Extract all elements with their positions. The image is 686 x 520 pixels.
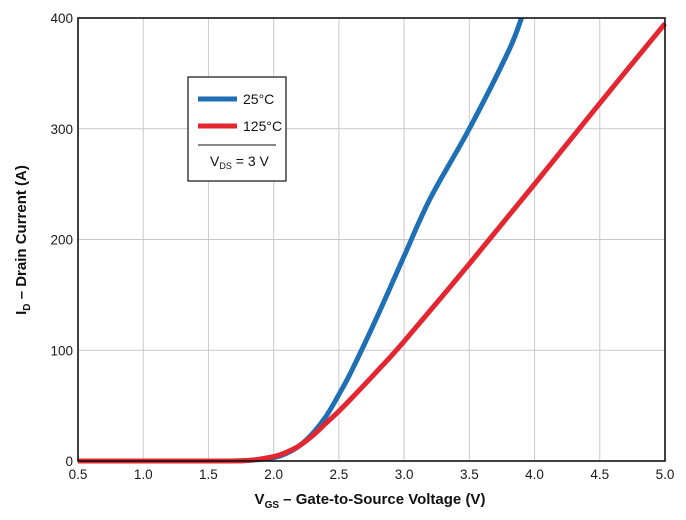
- x-tick-label: 0.5: [69, 467, 88, 482]
- legend-condition-sub: DS: [219, 161, 232, 171]
- legend: 25°C 125°C VDS = 3 V: [187, 76, 287, 182]
- legend-box: [187, 76, 287, 182]
- x-tick-label: 2.5: [329, 467, 348, 482]
- legend-condition-rest: = 3 V: [232, 153, 270, 169]
- x-tick-label: 1.5: [199, 467, 218, 482]
- x-tick-label: 3.5: [460, 467, 479, 482]
- x-tick-label: 2.0: [264, 467, 283, 482]
- legend-condition: VDS = 3 V: [210, 153, 269, 171]
- y-tick-label: 200: [50, 233, 73, 248]
- y-tick-label: 300: [50, 122, 73, 137]
- legend-label-25c: 25°C: [243, 91, 274, 107]
- legend-condition-main: V: [210, 153, 220, 169]
- y-tick-label: 0: [65, 454, 73, 469]
- x-axis-label-main: V: [255, 491, 265, 508]
- y-tick-label: 100: [50, 343, 73, 358]
- y-tick-label: 400: [50, 11, 73, 26]
- x-tick-labels: 0.5 1.0 1.5 2.0 2.5 3.0 3.5 4.0 4.5 5.0: [69, 467, 675, 482]
- y-axis-label: ID – Drain Current (A): [13, 165, 33, 315]
- x-tick-label: 4.0: [525, 467, 544, 482]
- x-tick-label: 1.0: [134, 467, 153, 482]
- legend-label-125c: 125°C: [243, 118, 282, 134]
- x-tick-label: 3.0: [395, 467, 414, 482]
- x-axis-label-rest: – Gate-to-Source Voltage (V): [279, 491, 485, 508]
- y-tick-labels: 0 100 200 300 400: [50, 11, 73, 469]
- y-axis-label-rest: – Drain Current (A): [13, 165, 30, 303]
- x-axis-label-sub: GS: [265, 500, 280, 511]
- x-axis-label: VGS – Gate-to-Source Voltage (V): [255, 491, 486, 511]
- x-tick-label: 5.0: [656, 467, 675, 482]
- plot-frame: [77, 17, 666, 462]
- y-axis-label-main: I: [13, 311, 30, 315]
- y-axis-label-sub: D: [22, 303, 33, 310]
- x-tick-label: 4.5: [590, 467, 609, 482]
